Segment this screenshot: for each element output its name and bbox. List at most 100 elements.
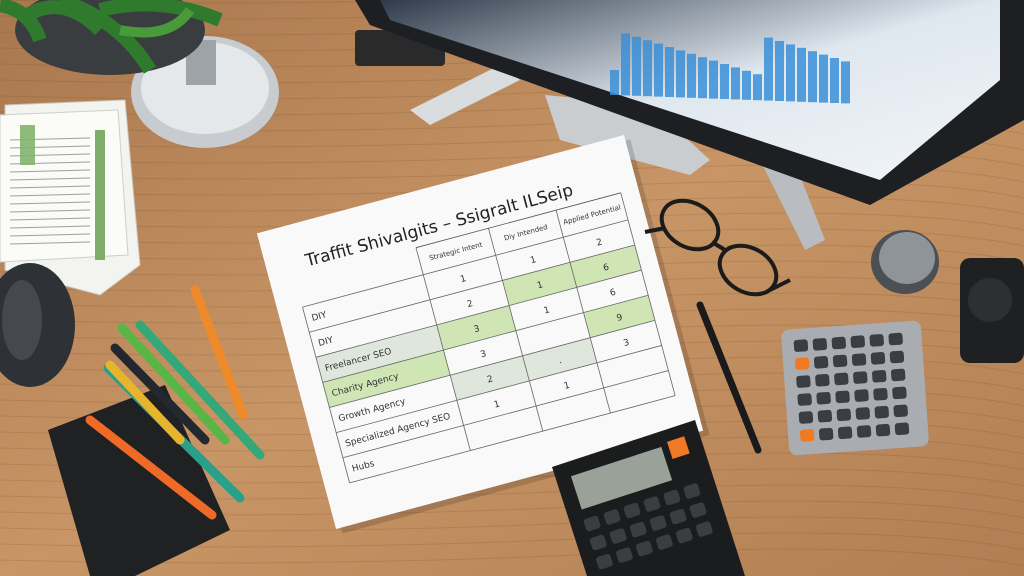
table-cell: 3 (479, 349, 487, 360)
calculator-key (872, 370, 887, 383)
row-highlight (315, 324, 444, 383)
calculator-key (799, 429, 815, 442)
calculator-key (629, 521, 647, 538)
calculator-black-face (570, 436, 713, 570)
calculator-key (875, 423, 891, 437)
calculator-display (570, 446, 673, 510)
table-cell: 1 (543, 305, 551, 316)
calculator-key (894, 422, 910, 436)
screen-bar (610, 70, 619, 95)
screen-bar (621, 33, 630, 96)
screen-bar (786, 44, 795, 102)
cell-highlight (570, 244, 642, 288)
screen-bar (775, 41, 784, 101)
cell-highlight (450, 355, 530, 401)
calculator-key (853, 371, 868, 384)
calculator-key (794, 357, 810, 370)
calculator-key (892, 386, 907, 400)
crayon-yellow (105, 360, 185, 445)
screen-bar (643, 40, 652, 97)
calculator-key (616, 547, 633, 563)
screen-bar (698, 57, 707, 99)
screen-bar (797, 47, 806, 102)
calculator-key (855, 407, 870, 420)
pen (696, 301, 762, 454)
camera (960, 258, 1024, 363)
printed-document: Traffit Shivalgits – Ssigralt ILSeip Str… (256, 135, 710, 534)
crayon-black (110, 343, 210, 445)
calculator-key (893, 404, 908, 418)
calculator-key (656, 534, 673, 550)
calculator-key (675, 527, 693, 544)
notebook (48, 385, 230, 576)
table-cell: 2 (595, 237, 603, 248)
table-cell: 6 (602, 263, 610, 274)
calculator-key (851, 353, 867, 366)
screen-bar (742, 70, 751, 100)
table-cell: 1 (536, 280, 544, 291)
table-cell: 2 (466, 299, 474, 310)
screen-bar (687, 53, 696, 98)
calculator-key (583, 515, 601, 532)
calculator-key (817, 409, 833, 423)
calculator-key (796, 375, 811, 388)
coin (871, 230, 939, 294)
calculator-key (836, 408, 852, 422)
calculator-key (793, 339, 809, 352)
row-label: DIY (317, 335, 335, 349)
screen-bar (731, 67, 740, 100)
calculator-key (815, 373, 830, 387)
table-cell: 1 (563, 381, 571, 392)
paper-stack (0, 99, 141, 296)
table-cell: 3 (473, 324, 481, 335)
table-cell: 1 (529, 255, 537, 266)
crayon-orange-2 (85, 415, 217, 520)
calculator-key (835, 390, 850, 404)
calculator-key (683, 483, 701, 499)
screen-bar (632, 36, 641, 96)
calculator-key (695, 521, 713, 537)
calculator-key (609, 528, 627, 544)
calculator-key (831, 336, 847, 350)
calculator-orange-key (667, 436, 690, 459)
cell-highlight (502, 262, 577, 306)
calculator-key (797, 393, 812, 406)
calculator-key (873, 387, 888, 401)
calculator-key (869, 334, 884, 347)
table-cell: 9 (616, 313, 624, 324)
eyeglasses (644, 198, 791, 297)
crayon-teal (135, 320, 265, 460)
calculator-key (643, 496, 661, 512)
calculator-key (813, 356, 829, 369)
calculator-key (888, 332, 903, 346)
calculator-key (649, 515, 667, 531)
screen-bar (819, 54, 828, 103)
crayons (85, 285, 265, 520)
screen-bar (753, 74, 762, 101)
calculator-key (603, 509, 621, 525)
table-cell: 1 (459, 274, 467, 285)
calculator-key (816, 391, 831, 405)
table-cell: . (558, 356, 563, 366)
calculator-key (854, 389, 869, 402)
calculator-key (890, 368, 906, 382)
screen-bar (654, 43, 663, 97)
table-cell: 1 (493, 400, 501, 411)
table-cell: 3 (622, 338, 630, 349)
calculator-key (850, 335, 865, 348)
calculator-key (874, 405, 889, 419)
calculator-gray (781, 320, 929, 456)
calculator-key (832, 354, 848, 368)
calculator-key (889, 350, 905, 364)
mug (0, 263, 75, 387)
calculator-key (636, 540, 653, 557)
calculator-key (798, 411, 814, 424)
calculator-key (837, 426, 853, 440)
cell-highlight (522, 337, 597, 381)
calculator-key (589, 534, 607, 551)
calculator-key (818, 427, 834, 441)
screen-bar (665, 47, 674, 97)
crayon-orange (190, 285, 248, 420)
screen-bar (841, 61, 850, 104)
